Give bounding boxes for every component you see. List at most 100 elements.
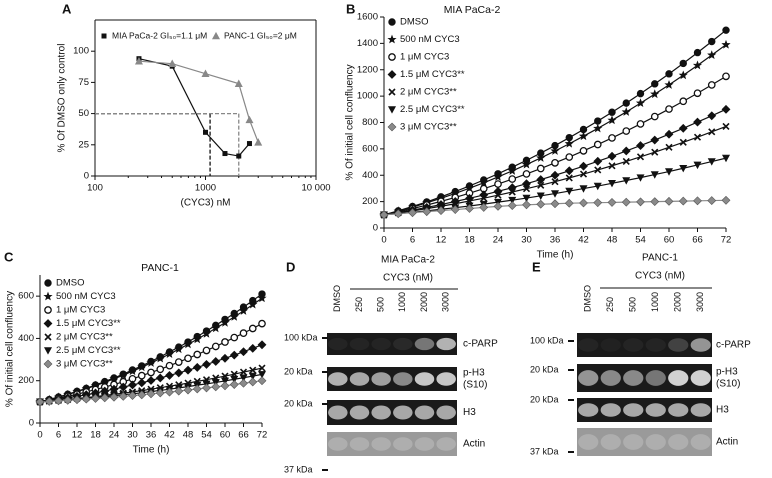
- x-tick-label: 66: [238, 430, 249, 441]
- x-tick-label: 36: [146, 430, 157, 441]
- y-tick-label: 0: [29, 418, 34, 429]
- band: [623, 370, 644, 386]
- band: [645, 370, 666, 386]
- legend-label: 2 μM CYC3**: [56, 332, 113, 343]
- marker: [678, 123, 688, 133]
- legend-marker: [43, 347, 53, 355]
- marker: [508, 188, 516, 196]
- marker: [422, 207, 432, 217]
- marker: [650, 89, 660, 99]
- band: [436, 437, 456, 451]
- legend-label: 1.5 μM CYC3**: [56, 318, 121, 329]
- marker: [593, 182, 602, 191]
- marker: [239, 347, 248, 357]
- band: [668, 434, 689, 450]
- marker: [164, 349, 175, 358]
- treatment: CYC3 (nM): [383, 273, 433, 284]
- marker: [622, 177, 631, 185]
- marker: [137, 362, 147, 372]
- legend-label: 500 nM CYC3: [56, 291, 116, 302]
- legend-label: 1 μM CYC3: [400, 52, 449, 63]
- y-tick-label: 200: [362, 196, 378, 207]
- marker: [664, 80, 674, 89]
- marker: [550, 199, 560, 209]
- x-tick-label: 54: [635, 235, 646, 246]
- x-tick-label: 72: [721, 235, 732, 246]
- marker: [248, 343, 258, 353]
- marker: [593, 156, 603, 166]
- x-tick-label: 10 000: [301, 183, 330, 194]
- blot-strip: [577, 428, 712, 456]
- marker: [203, 129, 208, 135]
- marker: [579, 147, 588, 155]
- marker: [650, 171, 659, 179]
- legend-label: 500 nM CYC3: [400, 34, 460, 45]
- marker: [622, 157, 630, 165]
- marker: [174, 344, 184, 354]
- band: [578, 338, 599, 352]
- marker: [665, 143, 673, 151]
- marker: [608, 108, 616, 116]
- marker: [165, 361, 174, 370]
- marker: [607, 115, 617, 125]
- x-tick-label: 60: [220, 430, 231, 441]
- lane-label: 250: [605, 297, 615, 312]
- marker: [608, 162, 616, 170]
- marker: [109, 392, 119, 402]
- panel-label: B: [346, 1, 355, 16]
- x-tick-label: 100: [87, 183, 103, 194]
- marker: [183, 385, 193, 395]
- marker: [651, 148, 659, 156]
- marker: [708, 37, 716, 46]
- legend-label: 2.5 μM CYC3**: [56, 345, 121, 356]
- y-tick-label: 25: [78, 139, 89, 150]
- marker: [679, 59, 687, 68]
- band: [600, 370, 621, 386]
- marker: [257, 376, 267, 386]
- protein-label: H3: [716, 405, 729, 416]
- protein-label: (S10): [463, 380, 487, 391]
- protein-label: (S10): [716, 379, 740, 390]
- marker: [594, 166, 602, 174]
- x-axis-label: Time (h): [133, 445, 170, 456]
- marker: [722, 122, 730, 131]
- band: [645, 434, 666, 450]
- marker: [220, 381, 230, 391]
- marker: [507, 183, 517, 193]
- marker: [258, 364, 266, 372]
- marker: [202, 383, 211, 393]
- marker: [202, 346, 211, 355]
- marker: [192, 362, 202, 372]
- legend-label: 2 μM CYC3**: [400, 87, 457, 98]
- marker: [174, 358, 183, 366]
- band: [623, 338, 644, 352]
- marker: [257, 371, 267, 379]
- x-tick-label: 48: [183, 430, 194, 441]
- legend-marker: [388, 88, 396, 96]
- marker: [202, 360, 211, 369]
- legend-marker: [387, 106, 397, 114]
- marker: [621, 146, 631, 156]
- marker: [665, 70, 673, 78]
- marker: [193, 350, 202, 359]
- band: [414, 437, 435, 451]
- marker: [211, 382, 221, 392]
- marker: [679, 97, 688, 106]
- marker: [651, 80, 659, 88]
- band: [690, 370, 711, 386]
- marker: [722, 26, 730, 34]
- band: [414, 372, 435, 386]
- marker: [536, 199, 546, 209]
- protein-label: Actin: [716, 437, 738, 448]
- marker: [693, 161, 702, 170]
- marker: [578, 131, 589, 141]
- protein-label: p-H3: [463, 368, 485, 379]
- marker: [408, 208, 417, 218]
- legend-label: DMSO: [56, 278, 85, 289]
- marker: [650, 135, 660, 145]
- band: [371, 372, 391, 386]
- legend-marker: [44, 306, 52, 314]
- legend-label: MIA PaCa-2 GI₅₀=1.1 μM: [112, 30, 207, 40]
- blot-strip: [327, 400, 457, 425]
- marker: [593, 198, 603, 208]
